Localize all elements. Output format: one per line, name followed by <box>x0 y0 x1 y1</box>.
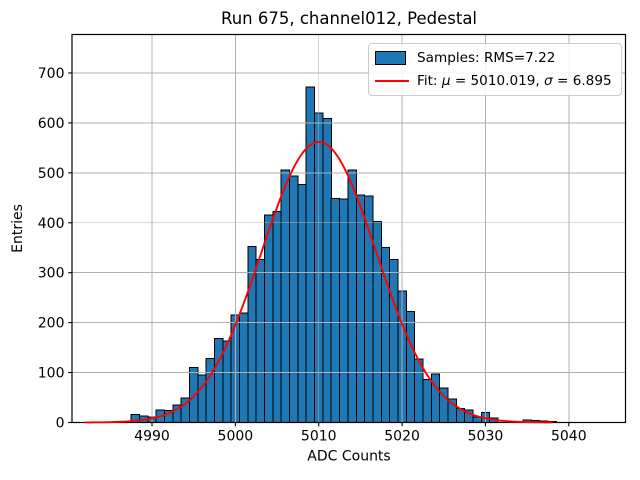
histogram-bar <box>239 312 249 424</box>
math-symbol: μ <box>441 73 451 89</box>
chart-title: Run 675, channel012, Pedestal <box>221 9 477 28</box>
axes-frame <box>71 33 627 424</box>
histogram-bar <box>414 358 424 423</box>
y-axis-label: Entries <box>10 204 26 253</box>
fit-line <box>84 140 554 424</box>
histogram-bar <box>255 259 266 423</box>
histogram-bar <box>339 198 349 423</box>
legend-swatch <box>375 79 409 83</box>
gaussian-fit-curve <box>84 140 554 424</box>
math-symbol: σ <box>544 73 553 89</box>
histogram-bar <box>380 247 391 423</box>
histogram-bar <box>264 214 274 423</box>
histogram-bar <box>330 197 341 423</box>
histogram-bars <box>130 86 557 424</box>
y-tick-label: 700 <box>38 66 65 82</box>
x-tick-label: 5040 <box>551 429 587 445</box>
legend-swatch-fitline-icon <box>375 79 409 83</box>
x-axis-label: ADC Counts <box>307 449 390 465</box>
histogram-bar <box>405 311 416 424</box>
y-tick-label: 200 <box>38 316 65 332</box>
histogram-bar <box>289 175 299 423</box>
histogram-bar <box>222 340 232 424</box>
histogram-bar <box>205 358 216 423</box>
legend-entry: Samples: RMS=7.22 <box>375 49 612 67</box>
histogram-bar <box>280 169 291 423</box>
y-tick-label: 600 <box>38 116 65 132</box>
legend-label-text: Fit: <box>417 73 442 89</box>
x-tick-label: 5030 <box>468 429 504 445</box>
grid-lines <box>72 34 626 423</box>
x-tick-label: 5020 <box>384 429 420 445</box>
legend-entry: Fit: μ = 5010.019, σ = 6.895 <box>375 72 612 90</box>
legend-label: Fit: μ = 5010.019, σ = 6.895 <box>417 73 612 89</box>
x-tick-label: 4990 <box>134 429 170 445</box>
histogram-bar <box>272 210 282 423</box>
histogram-bar <box>355 194 366 423</box>
legend-label-text: = 5010.019, <box>450 73 545 89</box>
legend: Samples: RMS=7.22 Fit: μ = 5010.019, σ = … <box>368 43 622 96</box>
histogram-bar <box>214 338 224 423</box>
legend-swatch-histogram-icon <box>375 50 406 66</box>
legend-swatch <box>375 50 409 66</box>
y-tick-label: 500 <box>38 166 65 182</box>
y-tick-label: 100 <box>38 366 65 382</box>
histogram-bar <box>322 117 332 423</box>
histogram-bar <box>347 169 357 423</box>
y-tick-label: 0 <box>56 416 65 432</box>
legend-label: Samples: RMS=7.22 <box>417 50 555 66</box>
histogram-bar <box>297 183 307 423</box>
histogram-bar <box>422 379 432 423</box>
y-tick-label: 400 <box>38 216 65 232</box>
histogram-bar <box>389 259 399 423</box>
x-tick-label: 5000 <box>218 429 254 445</box>
y-tick-label: 300 <box>38 266 65 282</box>
axes-frame-and-ticks: 4990 5000 5010 5020 5030 5040 0 100 200 300 400 500… <box>38 33 627 445</box>
legend-label-text: = 6.895 <box>552 73 612 89</box>
x-tick-label: 5010 <box>301 429 337 445</box>
legend-label-text: Samples: RMS=7.22 <box>417 50 556 66</box>
